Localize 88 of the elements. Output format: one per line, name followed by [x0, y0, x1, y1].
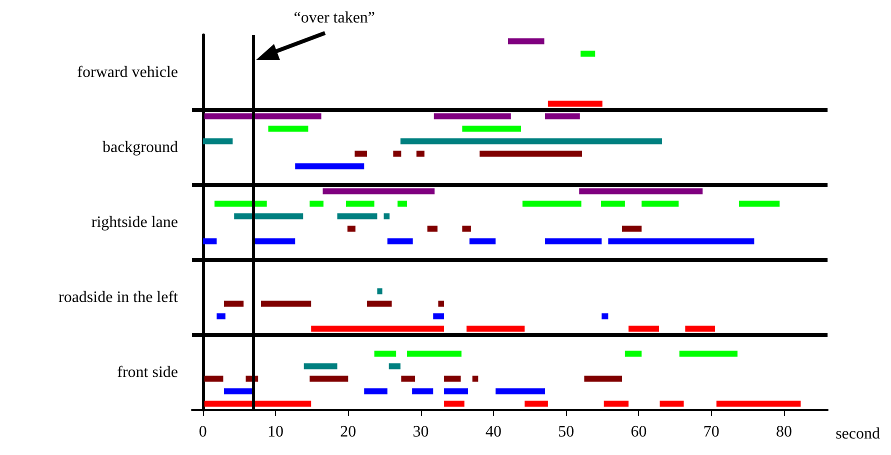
bar	[427, 226, 438, 232]
bar	[462, 226, 471, 232]
bar	[628, 326, 660, 332]
bar	[311, 326, 444, 332]
bar	[367, 300, 392, 307]
bar	[412, 388, 434, 394]
bar	[716, 400, 801, 407]
bar	[496, 388, 546, 394]
bar	[469, 238, 496, 244]
bar	[214, 200, 267, 207]
x-tick-label: 30	[412, 424, 429, 440]
bar	[444, 388, 468, 394]
bar	[416, 150, 424, 157]
bar	[433, 313, 444, 320]
x-tick-label: 40	[485, 424, 502, 440]
bar	[738, 200, 780, 207]
bar	[660, 400, 684, 407]
bar	[204, 113, 322, 120]
x-tick-label: 0	[198, 424, 207, 440]
bar	[347, 226, 356, 232]
bar	[261, 300, 312, 307]
x-tick-label: 80	[776, 424, 792, 440]
bar	[508, 38, 544, 44]
bar	[545, 113, 580, 120]
bar	[548, 100, 602, 107]
x-tick-label: 10	[268, 424, 284, 440]
bar	[622, 226, 642, 232]
y-tick-label: background	[102, 139, 178, 156]
bar	[322, 188, 435, 194]
bar	[398, 200, 408, 207]
y-tick-label: front side	[117, 364, 178, 381]
bar	[522, 200, 582, 207]
bar	[377, 288, 382, 294]
bar	[600, 200, 625, 207]
bar	[310, 376, 348, 382]
bar	[401, 376, 415, 382]
y-tick-label: roadside in the left	[58, 289, 179, 306]
bar	[304, 363, 338, 370]
bar	[462, 126, 522, 132]
bar	[624, 350, 642, 357]
bar	[480, 150, 582, 157]
bar	[608, 238, 754, 244]
bar	[602, 313, 608, 320]
bar	[685, 326, 715, 332]
bar	[679, 350, 738, 357]
bar	[434, 113, 511, 120]
y-tick-label: forward vehicle	[77, 64, 178, 81]
bar	[295, 163, 364, 170]
bar	[337, 213, 378, 220]
x-tick-label: 70	[703, 424, 720, 440]
bar	[584, 376, 622, 382]
bar	[384, 213, 390, 220]
x-tick-label: 20	[340, 424, 356, 440]
bar	[407, 350, 462, 357]
bar	[224, 300, 244, 307]
bar	[642, 200, 679, 207]
bar	[202, 238, 217, 244]
bar	[545, 238, 602, 244]
bar	[400, 138, 662, 144]
bar	[388, 363, 400, 370]
bar	[354, 150, 368, 157]
y-tick-label: rightside lane	[91, 214, 178, 231]
ref-line-label: “over taken”	[294, 10, 376, 26]
bar	[204, 400, 312, 407]
bar	[364, 388, 388, 394]
bar	[346, 200, 374, 207]
bar	[202, 138, 233, 144]
bar	[374, 350, 396, 357]
x-axis-title: second	[836, 426, 880, 442]
bar	[224, 388, 252, 394]
bar	[579, 188, 703, 194]
bar	[387, 238, 413, 244]
bar	[438, 300, 444, 307]
bar	[472, 376, 478, 382]
bar	[268, 126, 308, 132]
bar	[444, 400, 464, 407]
x-tick-label: 50	[558, 424, 574, 440]
x-tick-label: 60	[630, 424, 647, 440]
bar	[393, 150, 402, 157]
bar	[204, 376, 224, 382]
bar	[310, 200, 324, 207]
bar	[444, 376, 461, 382]
bar	[604, 400, 629, 407]
bar	[234, 213, 304, 220]
bar	[580, 50, 596, 57]
bar	[524, 400, 548, 407]
bar	[216, 313, 226, 320]
bar	[466, 326, 525, 332]
